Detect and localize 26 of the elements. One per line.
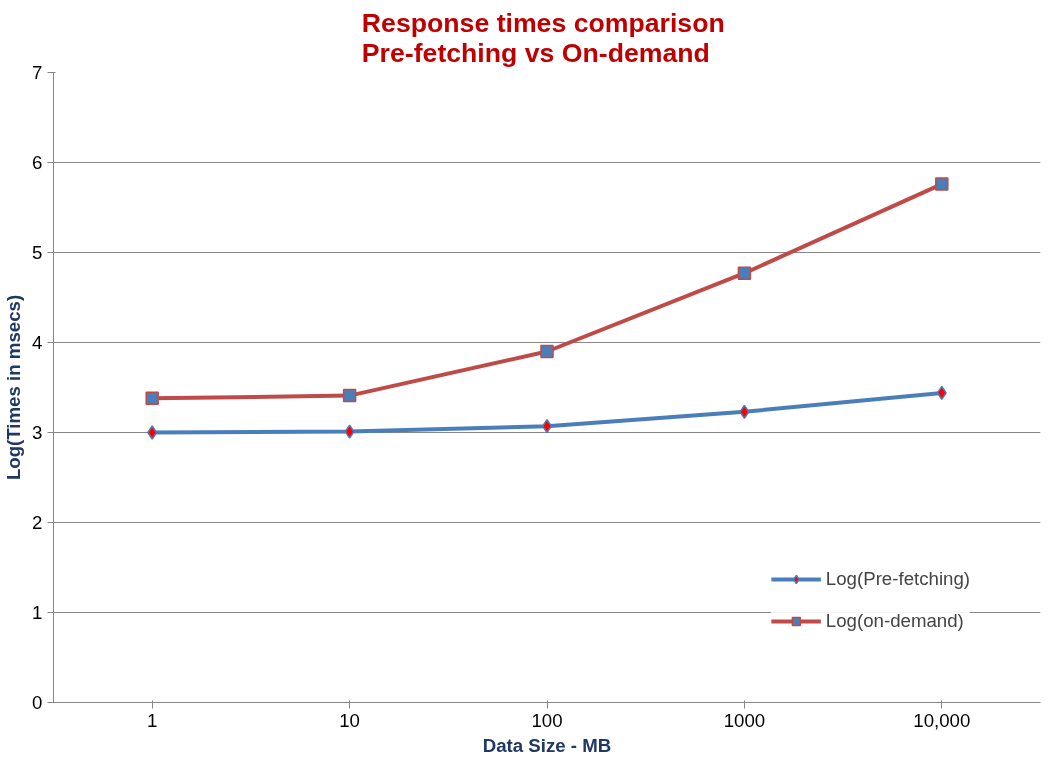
- point: [344, 424, 355, 439]
- x-axis-title: Data Size - MB: [482, 734, 612, 756]
- y-tick-label: 1: [32, 602, 43, 623]
- legend-label: Log(on-demand): [825, 610, 964, 632]
- y-tick-label: 0: [32, 692, 43, 713]
- x-tick-label: 1: [147, 709, 158, 731]
- chart-title: Response times comparison Pre-fetching vs On-demand: [361, 7, 725, 68]
- y-tick-label: 2: [32, 512, 43, 533]
- y-tick-label: 6: [32, 152, 43, 173]
- y-tick-label: 5: [32, 242, 43, 263]
- point: [541, 418, 553, 434]
- point: [737, 266, 752, 280]
- point: [935, 177, 949, 191]
- point: [147, 425, 158, 440]
- y-axis-title: Log(Times in msecs): [3, 294, 25, 481]
- y-tick-label: 4: [32, 332, 43, 353]
- point: [540, 344, 554, 359]
- x-tick-label: 1000: [723, 709, 766, 731]
- x-tick-label: 100: [531, 709, 563, 731]
- x-tick-label: 10: [339, 709, 360, 731]
- x-tick-label: 10,000: [913, 709, 971, 731]
- point: [342, 388, 357, 403]
- legend-label: Log(Pre-fetching): [825, 568, 970, 590]
- point: [145, 391, 159, 406]
- y-tick-label: 7: [32, 62, 43, 83]
- y-tick-label: 3: [32, 422, 43, 443]
